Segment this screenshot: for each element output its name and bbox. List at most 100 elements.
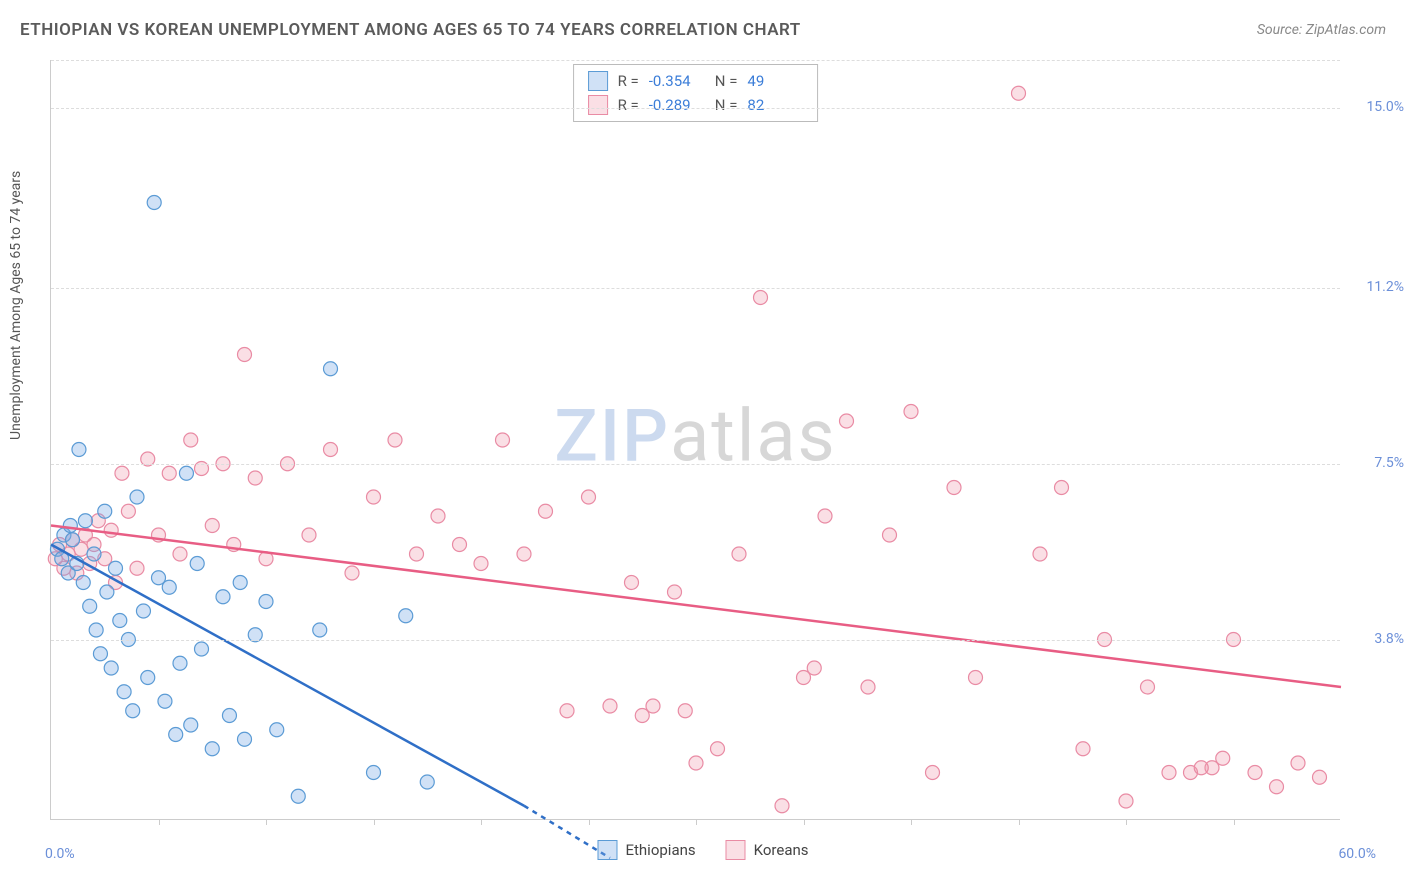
data-point [238,348,252,362]
data-point [248,471,262,485]
data-point [367,766,381,780]
data-point [807,661,821,675]
data-point [147,196,161,210]
data-point [76,576,90,590]
swatch-koreans [588,95,608,115]
n-value-ethiopians: 49 [747,69,803,93]
data-point [775,799,789,813]
data-point [431,509,445,523]
data-point [291,789,305,803]
data-point [1291,756,1305,770]
data-point [689,756,703,770]
y-axis-title: Unemployment Among Ages 65 to 74 years [8,171,24,440]
legend-label-ethiopians: Ethiopians [625,841,695,859]
chart-title: ETHIOPIAN VS KOREAN UNEMPLOYMENT AMONG A… [20,20,801,40]
data-point [63,519,77,533]
stats-legend: R = -0.354 N = 49 R = -0.289 N = 82 [573,64,819,122]
data-point [130,490,144,504]
data-point [646,699,660,713]
data-point [474,557,488,571]
data-point [313,623,327,637]
n-value-koreans: 82 [747,93,803,117]
data-point [233,576,247,590]
y-tick-label: 15.0% [1349,99,1404,115]
gridline [51,108,1340,109]
r-value-ethiopians: -0.354 [649,69,705,93]
data-point [126,704,140,718]
data-point [453,538,467,552]
data-point [818,509,832,523]
stats-row-ethiopians: R = -0.354 N = 49 [588,69,804,93]
data-point [324,443,338,457]
x-tick [696,819,697,825]
n-label: N = [715,69,738,93]
data-point [969,671,983,685]
x-tick [1234,819,1235,825]
data-point [259,595,273,609]
data-point [947,481,961,495]
data-point [78,514,92,528]
data-point [399,609,413,623]
data-point [136,604,150,618]
regression-line [51,526,1341,688]
data-point [1248,766,1262,780]
data-point [66,533,80,547]
gridline [51,288,1340,289]
data-point [104,661,118,675]
data-point [668,585,682,599]
data-point [179,466,193,480]
gridline [51,640,1340,641]
data-point [173,547,187,561]
data-point [205,742,219,756]
chart-svg [51,60,1340,819]
x-tick [481,819,482,825]
data-point [89,623,103,637]
x-tick [266,819,267,825]
data-point [162,580,176,594]
legend-item-ethiopians: Ethiopians [597,840,695,860]
data-point [539,504,553,518]
series-legend: Ethiopians Koreans [597,840,808,860]
r-label: R = [618,69,639,93]
data-point [625,576,639,590]
r-value-koreans: -0.289 [649,93,705,117]
data-point [87,547,101,561]
data-point [754,291,768,305]
data-point [560,704,574,718]
r-label: R = [618,93,639,117]
data-point [104,523,118,537]
data-point [216,590,230,604]
x-tick [911,819,912,825]
data-point [1194,761,1208,775]
x-axis-max-label: 60.0% [1338,846,1376,862]
data-point [926,766,940,780]
data-point [517,547,531,561]
data-point [678,704,692,718]
data-point [141,671,155,685]
x-tick [1019,819,1020,825]
data-point [130,561,144,575]
legend-item-koreans: Koreans [726,840,809,860]
data-point [1313,770,1327,784]
data-point [1012,86,1026,100]
data-point [840,414,854,428]
y-tick-label: 3.8% [1349,631,1404,647]
data-point [1033,547,1047,561]
n-label: N = [715,93,738,117]
regression-line [51,545,524,806]
swatch-ethiopians [588,71,608,91]
y-tick-label: 11.2% [1349,279,1404,295]
data-point [582,490,596,504]
data-point [238,732,252,746]
data-point [83,599,97,613]
data-point [1216,751,1230,765]
x-tick [589,819,590,825]
data-point [117,685,131,699]
x-tick [1126,819,1127,825]
gridline [51,60,1340,61]
data-point [1076,742,1090,756]
data-point [732,547,746,561]
data-point [270,723,284,737]
data-point [1055,481,1069,495]
data-point [169,728,183,742]
